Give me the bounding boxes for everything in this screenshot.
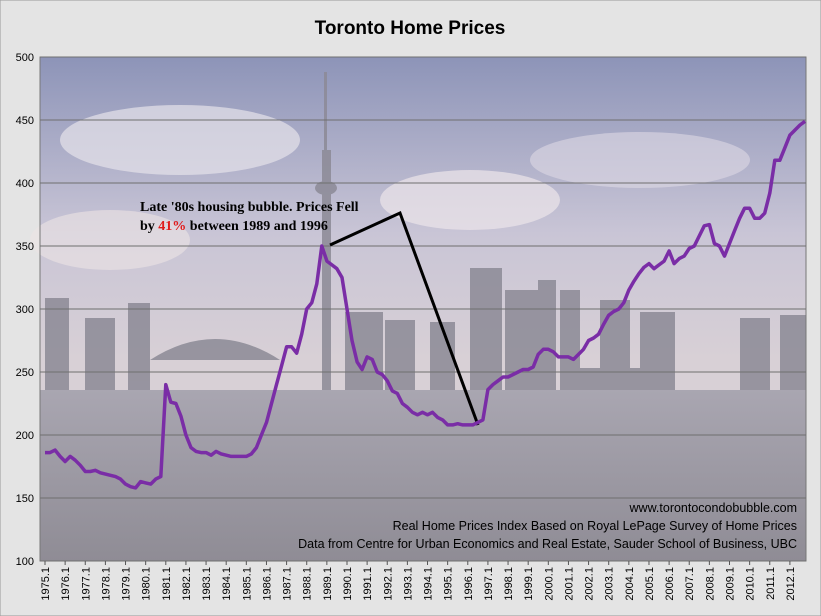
annotation-text: between 1989 and 1996 [190, 219, 328, 234]
x-tick-label: 2004.1 [624, 567, 636, 601]
x-tick-label: 2006.1 [664, 567, 676, 601]
y-tick-label: 250 [16, 367, 34, 379]
x-tick-label: 1988.1 [302, 567, 314, 601]
x-tick-label: 2009.1 [725, 567, 737, 601]
credit-line: www.torontocondobubble.com [629, 501, 797, 515]
price-line [45, 119, 807, 490]
x-tick-label: 2011.1 [765, 567, 777, 600]
x-tick-label: 2010.1 [745, 567, 757, 601]
y-tick-label: 200 [16, 430, 34, 442]
x-tick-label: 1999.1 [523, 567, 535, 601]
y-tick-label: 400 [16, 178, 34, 190]
x-tick-label: 2007.1 [684, 567, 696, 601]
annotation-line1: Late '80s housing bubble. Prices Fell [140, 200, 359, 215]
grid [40, 56, 806, 562]
x-tick-label: 1985.1 [241, 567, 253, 601]
x-tick-label: 1994.1 [423, 567, 435, 601]
x-tick-label: 2000.1 [543, 567, 555, 601]
x-tick-label: 1977.1 [80, 567, 92, 601]
y-tick-label: 500 [16, 52, 34, 64]
x-tick-label: 1998.1 [503, 567, 515, 601]
x-tick-label: 1981.1 [161, 567, 173, 601]
x-tick-label: 2003.1 [604, 567, 616, 601]
x-tick-label: 1982.1 [181, 567, 193, 601]
x-tick-label: 1997.1 [483, 567, 495, 601]
credit-line: Data from Centre for Urban Economics and… [298, 537, 797, 551]
x-tick-label: 2012.1 [785, 567, 797, 601]
x-tick-label: 2002.1 [584, 567, 596, 601]
x-tick-label: 2008.1 [704, 567, 716, 601]
x-tick-label: 1991.1 [362, 567, 374, 601]
annotation-arrow [329, 210, 480, 426]
x-tick-label: 1987.1 [282, 567, 294, 601]
x-tick-label: 1986.1 [261, 567, 273, 601]
x-tick-label: 1975.1 [40, 567, 52, 601]
chart-title: Toronto Home Prices [315, 18, 506, 39]
x-tick-label: 2001.1 [563, 567, 575, 601]
x-tick-label: 1978.1 [100, 567, 112, 601]
annotation-line2: by 41% between 1989 and 1996 [140, 219, 328, 234]
x-tick-label: 1996.1 [463, 567, 475, 601]
x-tick-label: 1993.1 [402, 567, 414, 601]
credit-line: Real Home Prices Index Based on Royal Le… [393, 519, 797, 533]
x-tick-label: 1983.1 [201, 567, 213, 601]
y-tick-label: 300 [16, 304, 34, 316]
x-tick-label: 1990.1 [342, 567, 354, 601]
annotation-text: by [140, 219, 155, 234]
y-tick-label: 150 [16, 493, 34, 505]
y-tick-label: 350 [16, 241, 34, 253]
x-tick-label: 1979.1 [121, 567, 133, 601]
x-tick-label: 1980.1 [141, 567, 153, 601]
x-tick-label: 1976.1 [60, 567, 72, 601]
x-tick-label: 2005.1 [644, 567, 656, 601]
x-tick-label: 1989.1 [322, 567, 334, 601]
x-tick-label: 1995.1 [443, 567, 455, 601]
x-tick-label: 1984.1 [221, 567, 233, 601]
credits: www.torontocondobubble.com Real Home Pric… [298, 501, 797, 551]
x-tick-label: 1992.1 [382, 567, 394, 601]
y-tick-label: 100 [16, 556, 34, 568]
y-tick-label: 450 [16, 115, 34, 127]
annotation-highlight: 41% [158, 219, 186, 234]
